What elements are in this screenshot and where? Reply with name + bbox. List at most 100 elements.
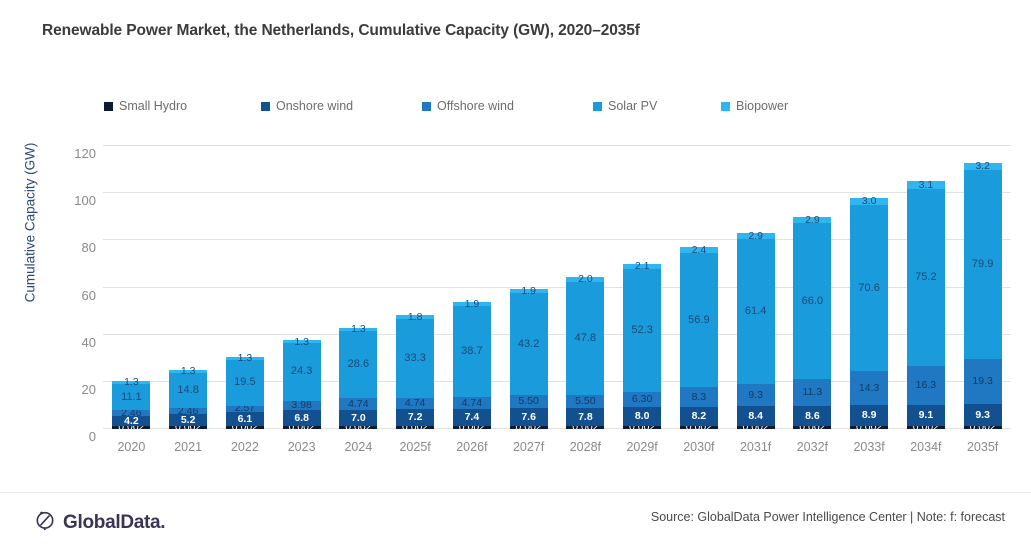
bar-segment-small-hydro[interactable]: 0.002 (396, 421, 435, 432)
bar-column-2032f[interactable]: 0.002 8.6 11.3 66.0 2.9 (793, 215, 832, 432)
legend-item-onshore-wind[interactable]: Onshore wind (261, 99, 353, 113)
bar-column-2022[interactable]: 0.002 6.1 2.57 19.5 1.3 (225, 353, 264, 432)
bar-segment-solar-pv[interactable]: 33.3 (396, 319, 435, 398)
bar-segment-offshore-wind[interactable]: 8.3 (679, 387, 718, 407)
bar-segment-offshore-wind[interactable]: 19.3 (963, 358, 1002, 405)
bar-segment-solar-pv[interactable]: 19.5 (225, 359, 264, 406)
bar-segment-small-hydro[interactable]: 0.002 (225, 421, 264, 432)
bar-segment-onshore-wind[interactable]: 8.4 (736, 406, 775, 426)
bar-segment-biopower[interactable]: 1.8 (396, 312, 435, 322)
bar-segment-biopower[interactable]: 1.3 (112, 377, 151, 387)
bar-segment-small-hydro[interactable]: 0.002 (963, 421, 1002, 432)
bar-column-2023[interactable]: 0.002 6.8 3.98 24.3 1.3 (282, 337, 321, 432)
bar-segment-solar-pv[interactable]: 43.2 (509, 293, 548, 396)
bar-segment-small-hydro[interactable]: 0.002 (906, 421, 945, 432)
bar-segment-biopower[interactable]: 2.4 (679, 245, 718, 255)
bar-column-2031f[interactable]: 0.002 8.4 9.3 61.4 2.9 (736, 231, 775, 432)
bar-segment-solar-pv[interactable]: 61.4 (736, 239, 775, 385)
bar-segment-solar-pv[interactable]: 70.6 (850, 204, 889, 372)
bar-segment-offshore-wind[interactable]: 14.3 (850, 371, 889, 406)
bar-segment-solar-pv[interactable]: 75.2 (906, 188, 945, 367)
bar-segment-small-hydro[interactable]: 0.002 (679, 421, 718, 432)
bar-column-2021[interactable]: 0.002 5.2 2.46 14.8 1.3 (169, 366, 208, 432)
bar-column-2027f[interactable]: 0.002 7.6 5.50 43.2 1.9 (509, 286, 548, 432)
bar-column-2028f[interactable]: 0.002 7.8 5.50 47.8 2.0 (566, 274, 605, 432)
bar-segment-onshore-wind[interactable]: 6.1 (225, 411, 264, 426)
bar-segment-small-hydro[interactable]: 0.002 (793, 421, 832, 432)
bar-segment-solar-pv[interactable]: 52.3 (623, 268, 662, 393)
legend-item-solar-pv[interactable]: Solar PV (593, 99, 657, 113)
bar-segment-solar-pv[interactable]: 47.8 (566, 281, 605, 395)
bar-segment-small-hydro[interactable]: 0.002 (282, 421, 321, 432)
bar-segment-onshore-wind[interactable]: 9.1 (906, 404, 945, 426)
bar-segment-onshore-wind[interactable]: 7.6 (509, 408, 548, 426)
bar-segment-biopower[interactable]: 3.0 (850, 196, 889, 206)
bar-segment-solar-pv[interactable]: 24.3 (282, 343, 321, 401)
bar-segment-small-hydro[interactable]: 0.002 (509, 421, 548, 432)
bar-segment-small-hydro[interactable]: 0.002 (566, 421, 605, 432)
bar-segment-offshore-wind[interactable]: 4.74 (339, 398, 378, 410)
bar-column-2024[interactable]: 0.002 7.0 4.74 28.6 1.3 (339, 324, 378, 432)
bar-segment-onshore-wind[interactable]: 7.4 (452, 408, 491, 426)
bar-segment-offshore-wind[interactable]: 5.50 (509, 395, 548, 409)
bar-column-2025f[interactable]: 0.002 7.2 4.74 33.3 1.8 (396, 312, 435, 432)
bar-segment-biopower[interactable]: 2.1 (623, 261, 662, 271)
bar-segment-offshore-wind[interactable]: 2.57 (225, 403, 264, 413)
bar-segment-onshore-wind[interactable]: 8.2 (679, 406, 718, 426)
bar-segment-biopower[interactable]: 2.9 (793, 215, 832, 225)
bar-segment-onshore-wind[interactable]: 7.2 (396, 409, 435, 426)
bar-segment-offshore-wind[interactable]: 3.98 (282, 400, 321, 410)
bar-segment-small-hydro[interactable]: 0.002 (169, 421, 208, 432)
bar-column-2035f[interactable]: 0.002 9.3 19.3 79.9 3.2 (963, 161, 1002, 432)
bar-segment-biopower[interactable]: 1.9 (509, 286, 548, 296)
bar-segment-biopower[interactable]: 3.1 (906, 180, 945, 190)
legend-item-biopower[interactable]: Biopower (721, 99, 788, 113)
bar-column-2034f[interactable]: 0.002 9.1 16.3 75.2 3.1 (906, 180, 945, 432)
bar-segment-solar-pv[interactable]: 66.0 (793, 223, 832, 380)
bar-segment-solar-pv[interactable]: 79.9 (963, 170, 1002, 359)
bar-segment-biopower[interactable]: 1.3 (282, 337, 321, 347)
bar-segment-onshore-wind[interactable]: 5.2 (169, 413, 208, 426)
bar-segment-onshore-wind[interactable]: 8.9 (850, 405, 889, 426)
bar-segment-offshore-wind[interactable]: 4.74 (396, 397, 435, 410)
bar-segment-biopower[interactable]: 1.3 (169, 366, 208, 376)
bar-segment-offshore-wind[interactable]: 5.50 (566, 394, 605, 408)
bar-column-2033f[interactable]: 0.002 8.9 14.3 70.6 3.0 (850, 196, 889, 432)
bar-segment-solar-pv[interactable]: 14.8 (169, 373, 208, 408)
bar-segment-solar-pv[interactable]: 56.9 (679, 252, 718, 388)
bar-column-2029f[interactable]: 0.002 8.0 6.30 52.3 2.1 (623, 261, 662, 432)
bar-segment-biopower[interactable]: 2.9 (736, 231, 775, 241)
bar-segment-offshore-wind[interactable]: 16.3 (906, 366, 945, 405)
bar-segment-biopower[interactable]: 1.3 (339, 324, 378, 334)
bar-segment-small-hydro[interactable]: 0.002 (339, 421, 378, 432)
bar-segment-onshore-wind[interactable]: 8.6 (793, 405, 832, 426)
bar-segment-offshore-wind[interactable]: 2.46 (169, 406, 208, 416)
bar-segment-offshore-wind[interactable]: 4.74 (452, 397, 491, 409)
bar-column-2026f[interactable]: 0.002 7.4 4.74 38.7 1.9 (452, 299, 491, 432)
bar-segment-solar-pv[interactable]: 28.6 (339, 330, 378, 399)
bar-segment-onshore-wind[interactable]: 7.0 (339, 409, 378, 426)
bar-segment-small-hydro[interactable]: 0.002 (623, 421, 662, 432)
bar-segment-small-hydro[interactable]: 0.002 (736, 421, 775, 432)
bar-segment-biopower[interactable]: 1.9 (452, 299, 491, 309)
bar-column-2020[interactable]: 0.002 4.2 2.46 11.1 1.3 (112, 377, 151, 432)
bar-segment-biopower[interactable]: 2.0 (566, 274, 605, 284)
bar-segment-onshore-wind[interactable]: 9.3 (963, 404, 1002, 426)
bar-segment-biopower[interactable]: 3.2 (963, 161, 1002, 171)
bar-segment-small-hydro[interactable]: 0.002 (452, 421, 491, 432)
bar-segment-onshore-wind[interactable]: 7.8 (566, 407, 605, 426)
bar-segment-small-hydro[interactable]: 0.002 (112, 421, 151, 432)
legend-item-small-hydro[interactable]: Small Hydro (104, 99, 187, 113)
bar-segment-offshore-wind[interactable]: 11.3 (793, 379, 832, 406)
bar-segment-offshore-wind[interactable]: 6.30 (623, 392, 662, 408)
bar-segment-offshore-wind[interactable]: 2.46 (112, 408, 151, 418)
bar-segment-onshore-wind[interactable]: 6.8 (282, 409, 321, 426)
bar-column-2030f[interactable]: 0.002 8.2 8.3 56.9 2.4 (679, 245, 718, 432)
bar-segment-onshore-wind[interactable]: 8.0 (623, 407, 662, 426)
bar-segment-onshore-wind[interactable]: 4.2 (112, 416, 151, 426)
bar-segment-solar-pv[interactable]: 38.7 (452, 306, 491, 398)
bar-segment-small-hydro[interactable]: 0.002 (850, 421, 889, 432)
bar-segment-offshore-wind[interactable]: 9.3 (736, 384, 775, 407)
bar-segment-solar-pv[interactable]: 11.1 (112, 384, 151, 411)
legend-item-offshore-wind[interactable]: Offshore wind (422, 99, 514, 113)
